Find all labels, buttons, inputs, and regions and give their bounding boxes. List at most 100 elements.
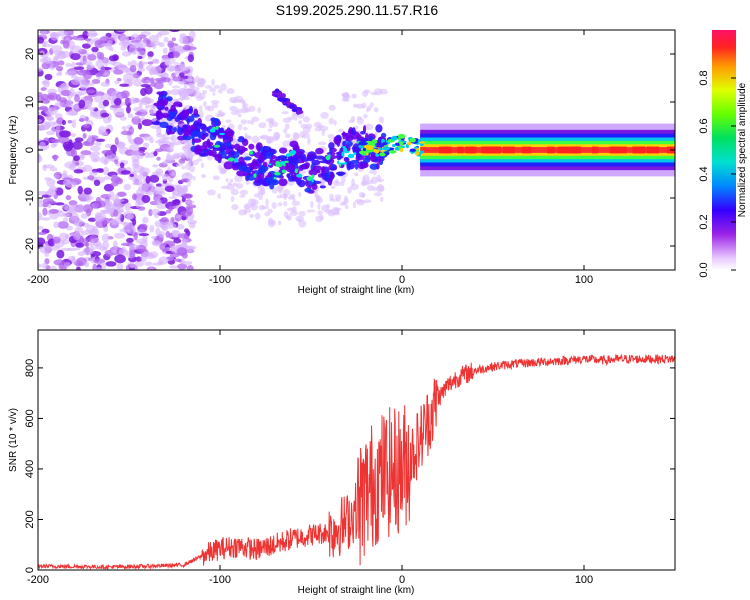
heatmap-cell <box>211 78 215 86</box>
heatmap-cell <box>92 151 101 157</box>
heatmap-cell <box>329 193 334 201</box>
snr-panel: -200 -100 0 100 0 200 400 600 800 Height of str… <box>8 329 676 596</box>
heatmap-cell <box>82 30 89 39</box>
heatmap-cell <box>184 228 189 233</box>
heatmap-cell <box>355 103 365 109</box>
heatmap-cell <box>82 164 93 173</box>
heatmap-cell <box>341 200 347 206</box>
heatmap-cell <box>66 98 73 108</box>
heatmap-cell <box>188 105 194 115</box>
top-y-axis-label: Frequency (Hz) <box>8 116 19 185</box>
heatmap-cell <box>320 111 329 119</box>
heatmap-cell <box>126 250 136 259</box>
heatmap-cell <box>298 220 307 228</box>
heatmap-cell <box>87 175 95 181</box>
heatmap-cell <box>54 202 65 206</box>
heatmap-cell <box>60 89 72 97</box>
heatmap-cell <box>154 220 165 228</box>
heatmap-cell <box>249 203 256 208</box>
heatmap-cell <box>69 40 76 50</box>
heatmap-cell <box>168 232 174 239</box>
heatmap-cell <box>397 133 406 139</box>
heatmap-cell <box>264 147 270 151</box>
heatmap-cell <box>315 195 319 203</box>
heatmap-cell <box>373 168 377 176</box>
heatmap-cell <box>295 215 305 222</box>
heatmap-cell <box>74 137 84 143</box>
heatmap-cell <box>126 213 134 220</box>
heatmap-cell <box>267 172 273 178</box>
heatmap-cell <box>262 161 268 168</box>
heatmap-cell <box>237 113 242 118</box>
heatmap-cell <box>103 176 111 181</box>
heatmap-cell <box>114 254 126 264</box>
x-tick-label: -200 <box>27 274 49 286</box>
heatmap-cell <box>268 163 272 166</box>
heatmap-cell <box>168 195 178 200</box>
heatmap-cell <box>284 133 291 139</box>
heatmap-cell <box>128 44 138 54</box>
heatmap-cell <box>204 85 213 89</box>
heatmap-cell <box>379 152 383 156</box>
heatmap-cell <box>234 157 239 163</box>
heatmap-cell <box>350 183 359 191</box>
heatmap-cell <box>80 150 92 156</box>
top-x-axis-label: Height of straight line (km) <box>298 285 415 296</box>
heatmap-cell <box>169 265 179 269</box>
colorbar-tick-label: 0.8 <box>698 70 710 85</box>
heatmap-cell <box>38 67 43 72</box>
heatmap-cell <box>158 231 165 238</box>
heatmap-cell <box>169 30 180 33</box>
heatmap-cell <box>557 146 569 154</box>
heatmap-cell <box>170 245 176 254</box>
heatmap-cell <box>239 189 248 196</box>
heatmap-cell <box>81 43 91 49</box>
heatmap-cell <box>185 200 195 204</box>
heatmap-cell <box>231 162 241 167</box>
heatmap-cell <box>290 150 297 155</box>
heatmap-cell <box>230 188 239 196</box>
heatmap-cell <box>101 241 110 250</box>
heatmap-cell <box>275 156 282 161</box>
heatmap-cell <box>313 121 322 128</box>
heatmap-cell <box>345 132 351 139</box>
heatmap-cell <box>274 88 280 93</box>
heatmap-cell <box>86 32 99 37</box>
heatmap-cell <box>140 83 151 88</box>
heatmap-cell <box>126 237 134 243</box>
heatmap-cell <box>96 51 102 60</box>
heatmap-cell <box>167 130 175 135</box>
heatmap-cell <box>164 136 171 140</box>
heatmap-cell <box>187 86 195 94</box>
heatmap-cell <box>52 236 61 244</box>
heatmap-cell <box>287 116 295 120</box>
heatmap-cell <box>75 242 85 248</box>
heatmap-cell <box>283 200 288 207</box>
heatmap-cell <box>129 261 135 269</box>
heatmap-cell <box>179 66 188 72</box>
heatmap-cell <box>64 70 77 76</box>
heatmap-cell <box>346 162 356 170</box>
heatmap-cell <box>346 140 353 147</box>
heatmap-cell <box>178 36 189 45</box>
heatmap-cell <box>382 146 390 151</box>
heatmap-cell <box>172 198 181 206</box>
heatmap-cell <box>273 176 277 180</box>
heatmap-cell <box>375 124 383 133</box>
heatmap-cell <box>121 125 127 131</box>
heatmap-cell <box>410 151 415 154</box>
heatmap-cell <box>100 81 111 87</box>
heatmap-cell <box>267 128 272 132</box>
heatmap-cell <box>163 36 169 43</box>
heatmap-cell <box>257 178 262 184</box>
heatmap-cell <box>114 177 124 185</box>
heatmap-cell <box>137 206 146 211</box>
heatmap-cell <box>148 34 159 43</box>
heatmap-cell <box>236 170 247 177</box>
heatmap-cell <box>47 94 55 100</box>
heatmap-cell <box>177 259 182 263</box>
heatmap-cell <box>95 138 106 142</box>
heatmap-cell <box>307 137 311 145</box>
heatmap-cell <box>247 119 252 125</box>
heatmap-cell <box>54 174 61 180</box>
